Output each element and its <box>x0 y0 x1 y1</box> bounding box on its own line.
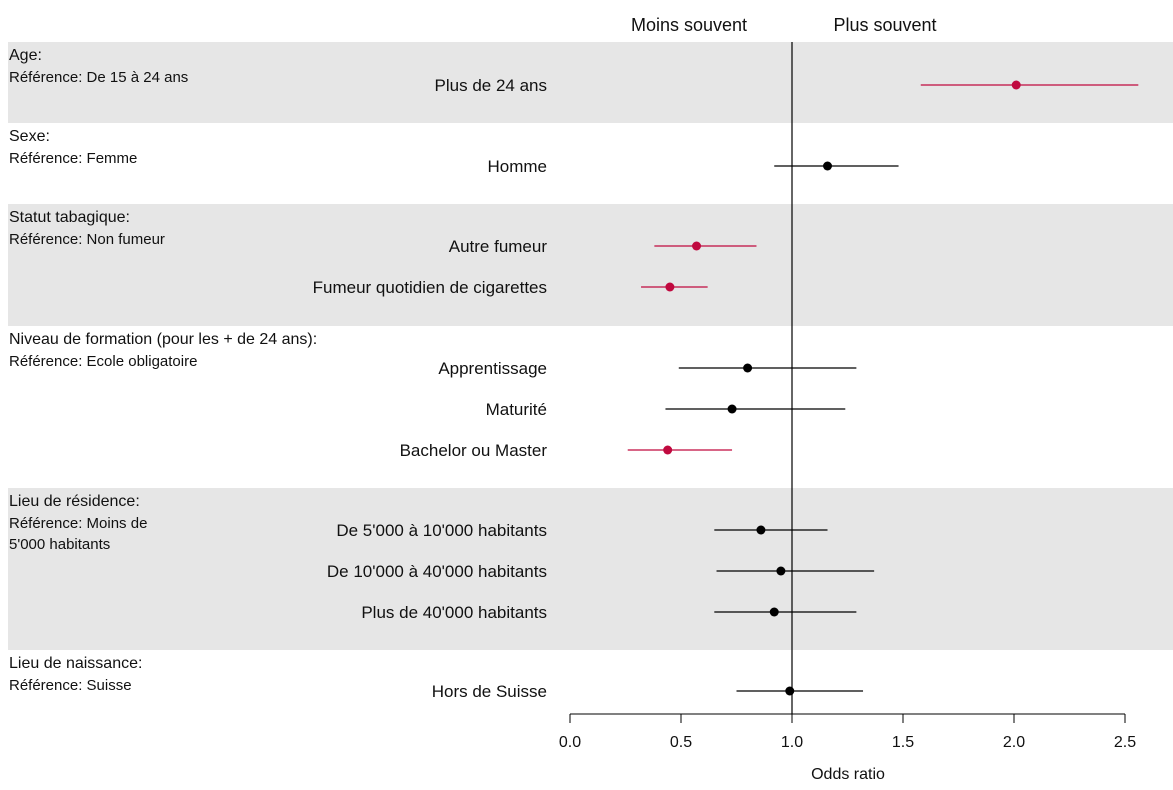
group-reference: 5'000 habitants <box>9 536 110 553</box>
item-label: Plus de 40'000 habitants <box>361 603 547 622</box>
odds-ratio-point <box>692 241 702 251</box>
item-label: Apprentissage <box>438 359 547 378</box>
item-label: Autre fumeur <box>449 237 548 256</box>
odds-ratio-point <box>756 525 766 535</box>
group-reference: Référence: Femme <box>9 150 137 167</box>
group-title: Lieu de naissance: <box>9 655 142 672</box>
x-tick-label: 2.0 <box>1003 734 1025 751</box>
x-axis: 0.0 0.5 1.0 1.5 2.0 2.5 <box>559 713 1136 751</box>
odds-ratio-point <box>776 566 786 576</box>
group-band <box>8 42 1173 123</box>
estimate-marks <box>627 42 1139 714</box>
odds-ratio-point <box>727 404 737 414</box>
group-title: Statut tabagique: <box>9 209 130 226</box>
header-right: Plus souvent <box>833 15 936 35</box>
group-labels: Age: Référence: De 15 à 24 ans Plus de 24 … <box>9 47 547 701</box>
group-reference: Référence: De 15 à 24 ans <box>9 69 188 86</box>
x-tick-label: 0.5 <box>670 734 692 751</box>
item-label: Fumeur quotidien de cigarettes <box>313 278 547 297</box>
odds-ratio-point <box>1011 80 1021 90</box>
header-left: Moins souvent <box>631 15 747 35</box>
odds-ratio-point <box>785 686 795 696</box>
group-reference: Référence: Moins de <box>9 515 147 532</box>
item-label: Bachelor ou Master <box>400 441 548 460</box>
item-label: Homme <box>487 157 547 176</box>
item-label: De 10'000 à 40'000 habitants <box>327 562 547 581</box>
group-title: Age: <box>9 47 42 64</box>
item-label: De 5'000 à 10'000 habitants <box>336 521 547 540</box>
item-label: Maturité <box>486 400 547 419</box>
group-band <box>8 204 1173 326</box>
odds-ratio-point <box>743 363 753 373</box>
group-title: Sexe: <box>9 128 50 145</box>
x-tick-label: 1.0 <box>781 734 803 751</box>
group-title: Lieu de résidence: <box>9 493 140 510</box>
group-bands <box>8 42 1173 650</box>
item-label: Plus de 24 ans <box>435 76 547 95</box>
group-title: Niveau de formation (pour les + de 24 an… <box>9 331 317 348</box>
x-tick-label: 2.5 <box>1114 734 1136 751</box>
item-label: Hors de Suisse <box>432 682 547 701</box>
x-tick-label: 1.5 <box>892 734 914 751</box>
x-tick-label: 0.0 <box>559 734 581 751</box>
odds-ratio-point <box>665 282 675 292</box>
x-axis-title: Odds ratio <box>811 766 885 783</box>
odds-ratio-point <box>769 607 779 617</box>
group-band <box>8 488 1173 650</box>
odds-ratio-point <box>823 161 833 171</box>
odds-ratio-point <box>663 445 673 455</box>
group-reference: Référence: Suisse <box>9 677 132 694</box>
group-reference: Référence: Non fumeur <box>9 231 165 248</box>
group-reference: Référence: Ecole obligatoire <box>9 353 197 370</box>
